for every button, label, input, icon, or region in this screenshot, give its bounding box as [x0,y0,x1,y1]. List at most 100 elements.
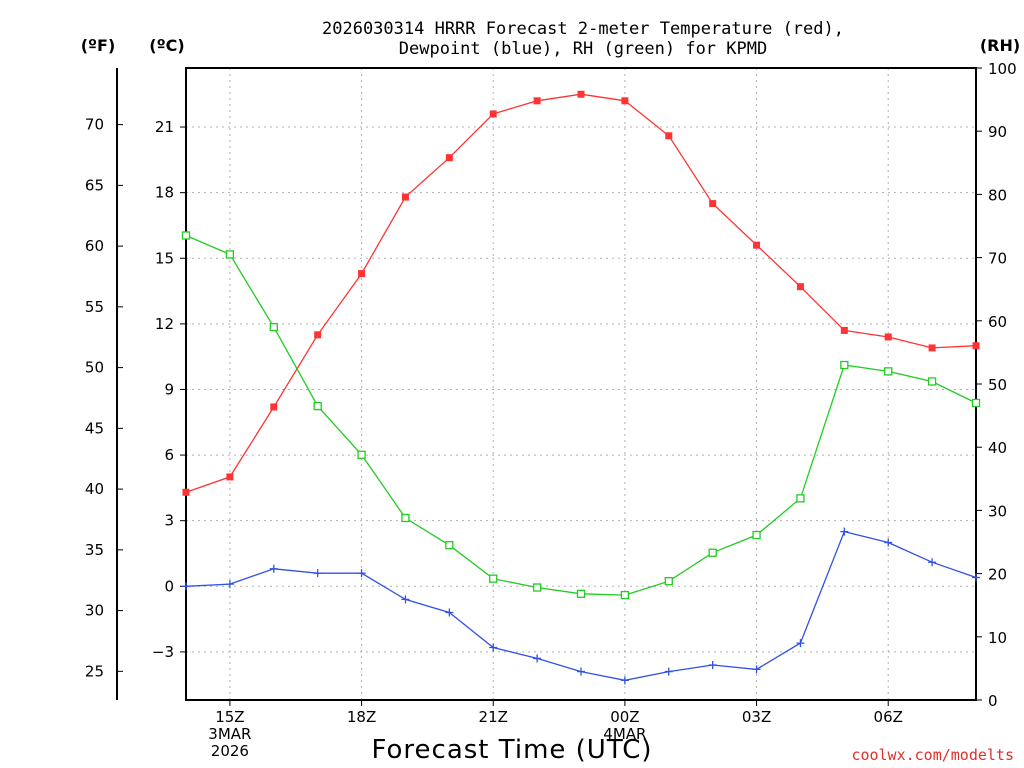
celsius-tick-label: 3 [164,512,174,530]
dewpoint-point [972,573,980,582]
celsius-tick-label: −3 [152,643,174,661]
rh-point [225,250,235,259]
temperature-point [753,241,761,249]
temperature-point [665,132,673,140]
rh-point [357,450,366,459]
temperature-point [840,326,848,334]
temperature-point [226,473,234,481]
rh-tick-label: 70 [988,250,1007,268]
plot-frame [185,67,977,701]
dewpoint-point [357,569,366,578]
dewpoint-point [225,580,234,589]
fahrenheit-tick-label: 30 [85,602,104,620]
fahrenheit-tick-label: 25 [85,662,104,680]
dewpoint-point [664,667,673,676]
temperature-point [972,342,980,350]
rh-tick-label: 50 [988,376,1007,394]
rh-point [840,360,849,370]
dewpoint-point [840,527,849,536]
rh-point [401,513,410,523]
rh-point [181,231,191,240]
rh-point [664,577,673,586]
dewpoint-point [577,667,585,676]
dewpoint-point [708,661,717,670]
fahrenheit-tick-label: 45 [85,419,104,437]
rh-tick-label: 100 [988,60,1017,78]
rh-tick-label: 20 [988,566,1007,584]
x-tick-label: 03Z [742,708,771,726]
celsius-tick-label: 21 [155,118,174,136]
temperature-point [314,331,322,339]
temperature-point [533,97,541,105]
x-tick-label: 3MAR [208,725,251,743]
temperature-point [796,283,804,291]
fahrenheit-tick-label: 40 [85,480,104,498]
dewpoint-point [752,665,761,674]
temperature-point [577,90,585,98]
temperature-point [401,193,409,201]
fahrenheit-tick-label: 60 [85,237,104,255]
x-tick-label: 15Z [215,708,244,726]
rh-point [796,494,805,503]
rh-point [269,322,278,332]
x-tick-label: 18Z [347,708,376,726]
rh-point [971,398,981,408]
fahrenheit-tick-label: 50 [85,359,104,377]
x-tick-label: 2026 [211,742,249,760]
rh-tick-label: 30 [988,502,1007,520]
dewpoint-point [533,654,542,663]
rh-point [489,574,498,583]
dewpoint-point [401,595,410,604]
rh-point [708,548,717,557]
celsius-unit-label: (ºC) [149,36,184,55]
x-tick-label: 06Z [874,708,903,726]
temperature-point [358,270,366,278]
rh-tick-label: 40 [988,439,1007,457]
rh-point [576,589,586,598]
dewpoint-point [884,538,893,547]
rh-tick-label: 10 [988,629,1007,647]
fahrenheit-tick-label: 70 [85,116,104,134]
fahrenheit-tick-label: 35 [85,541,104,559]
celsius-tick-label: 18 [155,184,174,202]
rh-unit-label: (RH) [980,36,1020,55]
rh-tick-label: 80 [988,186,1007,204]
dewpoint-point [620,676,629,685]
rh-point [752,530,761,540]
celsius-tick-label: 12 [155,315,174,333]
temperature-point [489,110,497,118]
fahrenheit-tick-label: 65 [85,176,104,194]
temperature-point [709,200,717,208]
celsius-tick-label: 9 [164,380,174,398]
celsius-tick-label: 6 [164,446,174,464]
temperature-point [928,344,936,352]
rh-point [884,367,893,376]
rh-point [313,401,322,411]
x-tick-label: 21Z [479,708,508,726]
rh-point [927,377,937,386]
dewpoint-point [928,558,937,567]
data-series [181,90,981,685]
rh-tick-label: 90 [988,123,1007,141]
temperature-point [621,97,629,105]
chart-title-line-2: Dewpoint (blue), RH (green) for KPMD [399,39,767,59]
rh-point [445,541,454,550]
dewpoint-point [489,643,498,652]
x-tick-label: 4MAR [603,725,646,743]
dewpoint-point [182,582,190,591]
dewpoint-line [185,530,977,681]
rh-tick-label: 60 [988,313,1007,331]
celsius-tick-label: 15 [155,249,174,267]
fahrenheit-unit-label: (ºF) [81,36,116,55]
temperature-point [445,154,453,162]
credit-link[interactable]: coolwx.com/modelts [851,746,1014,764]
chart-title-line-1: 2026030314 HRRR Forecast 2-meter Tempera… [322,19,844,39]
rh-line [185,234,977,596]
temperature-line [185,93,977,493]
temperature-point [884,333,892,341]
x-axis-title: Forecast Time (UTC) [371,735,652,765]
dewpoint-point [269,564,278,573]
temperature-point [182,488,190,496]
